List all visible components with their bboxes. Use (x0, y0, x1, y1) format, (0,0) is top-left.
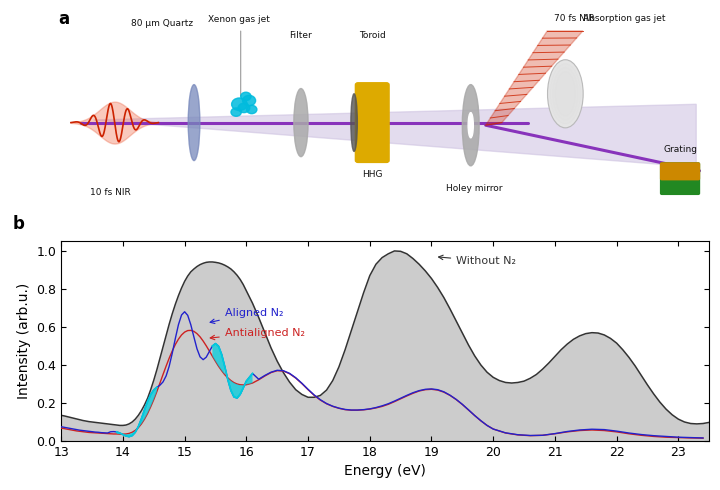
Circle shape (232, 98, 247, 111)
Text: Grating: Grating (663, 145, 697, 154)
Ellipse shape (547, 60, 583, 128)
Text: 10 fs NIR: 10 fs NIR (91, 188, 131, 197)
Circle shape (231, 108, 241, 116)
Text: Antialigned N₂: Antialigned N₂ (210, 327, 305, 340)
Text: Holey mirror: Holey mirror (446, 184, 503, 194)
Text: Without N₂: Without N₂ (438, 255, 516, 266)
Text: 80 μm Quartz: 80 μm Quartz (130, 19, 193, 28)
Text: HHG: HHG (362, 170, 382, 179)
Polygon shape (94, 104, 696, 167)
Circle shape (243, 96, 256, 106)
Text: Absorption gas jet: Absorption gas jet (583, 14, 665, 23)
Polygon shape (485, 31, 583, 125)
Circle shape (238, 103, 250, 113)
Text: b: b (13, 216, 24, 233)
FancyBboxPatch shape (661, 163, 700, 195)
X-axis label: Energy (eV): Energy (eV) (344, 465, 426, 478)
Circle shape (240, 92, 251, 100)
Text: Aligned N₂: Aligned N₂ (210, 308, 283, 323)
Ellipse shape (547, 60, 583, 128)
FancyBboxPatch shape (356, 83, 389, 162)
Text: Xenon gas jet: Xenon gas jet (209, 15, 270, 24)
Text: Toroid: Toroid (359, 31, 386, 40)
Ellipse shape (351, 94, 357, 151)
Text: a: a (58, 10, 69, 28)
Ellipse shape (188, 85, 200, 161)
Text: 70 fs NIR: 70 fs NIR (554, 14, 595, 23)
Text: Filter: Filter (289, 31, 312, 40)
FancyBboxPatch shape (661, 163, 700, 180)
Ellipse shape (468, 113, 473, 138)
Ellipse shape (462, 85, 480, 166)
Y-axis label: Intensity (arb.u.): Intensity (arb.u.) (17, 283, 31, 399)
Circle shape (246, 105, 257, 114)
Ellipse shape (294, 89, 308, 157)
